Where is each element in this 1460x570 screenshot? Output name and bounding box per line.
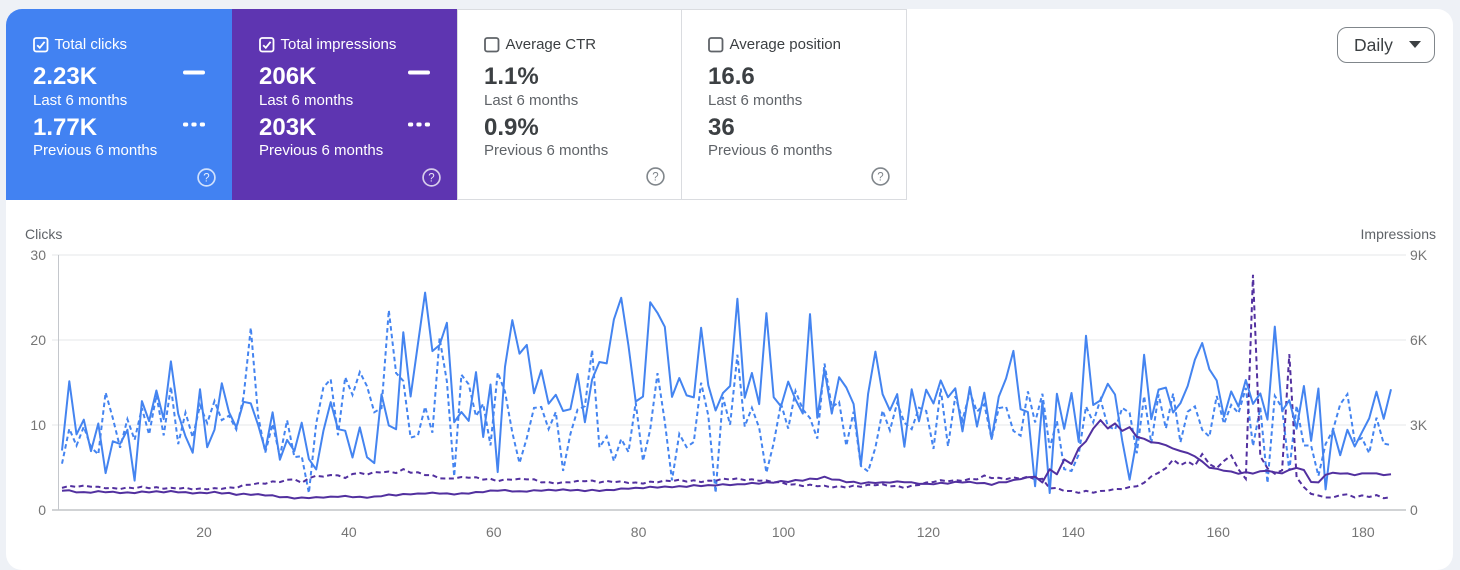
svg-text:Clicks: Clicks xyxy=(25,226,62,242)
svg-text:20: 20 xyxy=(30,332,46,348)
svg-text:180: 180 xyxy=(1351,524,1375,540)
svg-text:?: ? xyxy=(203,173,209,185)
svg-text:160: 160 xyxy=(1207,524,1231,540)
svg-text:3K: 3K xyxy=(1410,417,1428,433)
svg-text:80: 80 xyxy=(631,524,647,540)
svg-text:20: 20 xyxy=(196,524,212,540)
svg-text:30: 30 xyxy=(30,247,46,263)
svg-text:6K: 6K xyxy=(1410,332,1428,348)
svg-text:?: ? xyxy=(877,172,883,184)
svg-text:120: 120 xyxy=(917,524,941,540)
svg-text:0: 0 xyxy=(38,502,46,518)
svg-text:140: 140 xyxy=(1062,524,1086,540)
svg-text:10: 10 xyxy=(30,417,46,433)
svg-text:?: ? xyxy=(428,173,434,185)
svg-text:0: 0 xyxy=(1410,502,1418,518)
svg-text:40: 40 xyxy=(341,524,357,540)
svg-text:100: 100 xyxy=(772,524,796,540)
svg-text:?: ? xyxy=(652,172,658,184)
svg-text:60: 60 xyxy=(486,524,502,540)
svg-text:9K: 9K xyxy=(1410,247,1428,263)
svg-text:Impressions: Impressions xyxy=(1361,226,1436,242)
